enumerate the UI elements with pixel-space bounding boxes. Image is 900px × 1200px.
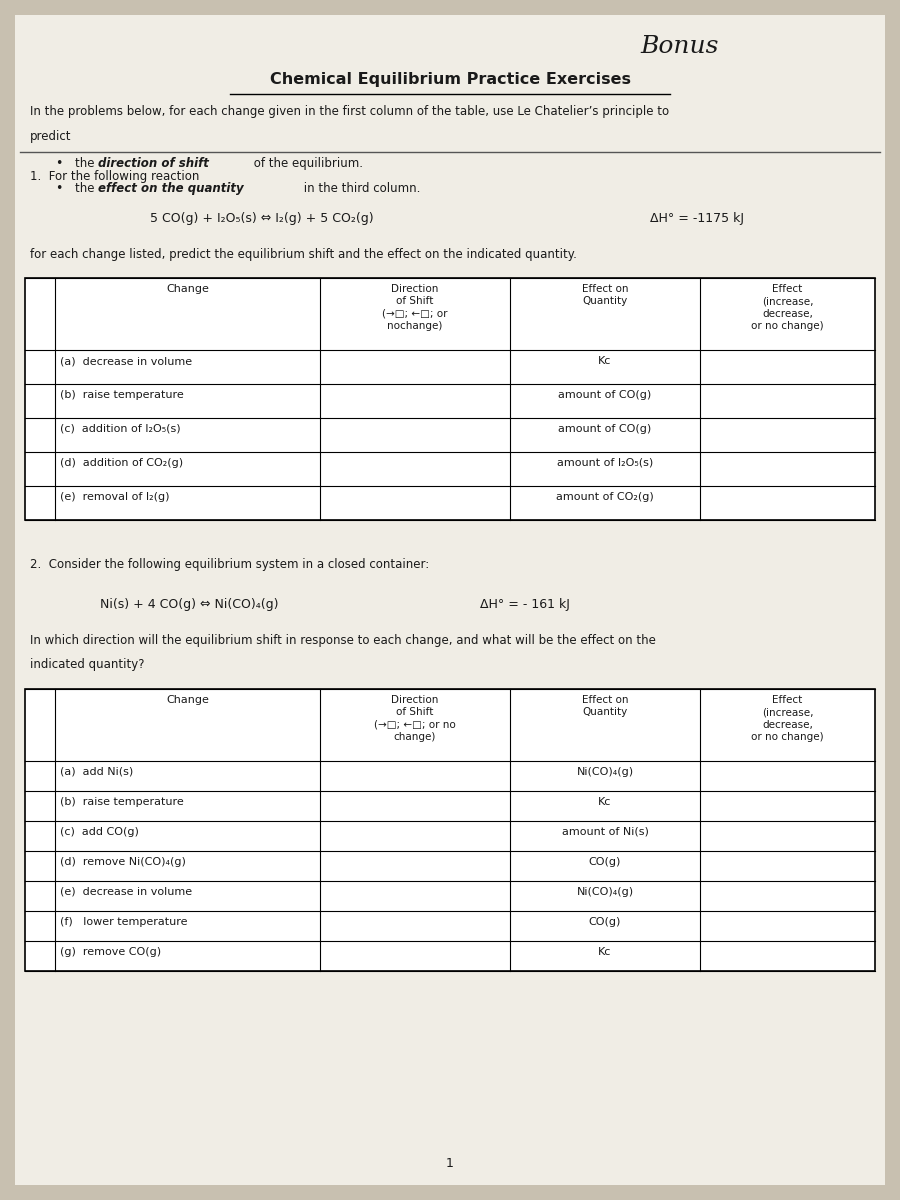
Text: Ni(s) + 4 CO(g) ⇔ Ni(CO)₄(g): Ni(s) + 4 CO(g) ⇔ Ni(CO)₄(g) bbox=[100, 598, 278, 611]
Text: (e)  removal of I₂(g): (e) removal of I₂(g) bbox=[60, 492, 169, 502]
Text: (b)  raise temperature: (b) raise temperature bbox=[60, 390, 184, 400]
Text: •: • bbox=[55, 182, 62, 194]
Text: ΔH° = - 161 kJ: ΔH° = - 161 kJ bbox=[480, 598, 570, 611]
Text: 2.  Consider the following equilibrium system in a closed container:: 2. Consider the following equilibrium sy… bbox=[30, 558, 429, 571]
Text: amount of CO(g): amount of CO(g) bbox=[558, 390, 652, 400]
Text: amount of Ni(s): amount of Ni(s) bbox=[562, 827, 648, 836]
Text: indicated quantity?: indicated quantity? bbox=[30, 658, 145, 671]
Text: the: the bbox=[75, 182, 98, 194]
Text: Ni(CO)₄(g): Ni(CO)₄(g) bbox=[576, 767, 634, 778]
Text: amount of CO₂(g): amount of CO₂(g) bbox=[556, 492, 654, 502]
Text: predict: predict bbox=[30, 130, 71, 143]
Text: 1: 1 bbox=[446, 1157, 454, 1170]
Text: Direction
of Shift
(→□; ←□; or
nochange): Direction of Shift (→□; ←□; or nochange) bbox=[382, 284, 448, 331]
Text: Bonus: Bonus bbox=[641, 35, 719, 58]
Text: the: the bbox=[75, 157, 98, 170]
Text: CO(g): CO(g) bbox=[589, 857, 621, 866]
Text: Change: Change bbox=[166, 284, 209, 294]
Text: CO(g): CO(g) bbox=[589, 917, 621, 926]
Text: effect on the quantity: effect on the quantity bbox=[98, 182, 244, 194]
Text: for each change listed, predict the equilibrium shift and the effect on the indi: for each change listed, predict the equi… bbox=[30, 248, 577, 260]
Text: Direction
of Shift
(→□; ←□; or no
change): Direction of Shift (→□; ←□; or no change… bbox=[374, 695, 456, 742]
Text: amount of CO(g): amount of CO(g) bbox=[558, 424, 652, 434]
Text: of the equilibrium.: of the equilibrium. bbox=[250, 157, 363, 170]
Text: Ni(CO)₄(g): Ni(CO)₄(g) bbox=[576, 887, 634, 896]
Text: amount of I₂O₅(s): amount of I₂O₅(s) bbox=[557, 458, 653, 468]
Text: 1.  For the following reaction: 1. For the following reaction bbox=[30, 170, 200, 182]
Text: Kc: Kc bbox=[598, 947, 612, 956]
Text: 5 CO(g) + I₂O₅(s) ⇔ I₂(g) + 5 CO₂(g): 5 CO(g) + I₂O₅(s) ⇔ I₂(g) + 5 CO₂(g) bbox=[150, 212, 374, 224]
Text: Kc: Kc bbox=[598, 797, 612, 806]
Text: (g)  remove CO(g): (g) remove CO(g) bbox=[60, 947, 161, 956]
Text: (e)  decrease in volume: (e) decrease in volume bbox=[60, 887, 192, 896]
Text: (c)  addition of I₂O₅(s): (c) addition of I₂O₅(s) bbox=[60, 424, 181, 434]
Text: (f)   lower temperature: (f) lower temperature bbox=[60, 917, 187, 926]
Text: (a)  decrease in volume: (a) decrease in volume bbox=[60, 356, 192, 366]
Text: Chemical Equilibrium Practice Exercises: Chemical Equilibrium Practice Exercises bbox=[269, 72, 631, 86]
Text: (d)  remove Ni(CO)₄(g): (d) remove Ni(CO)₄(g) bbox=[60, 857, 186, 866]
Text: •: • bbox=[55, 157, 62, 170]
Text: Effect
(increase,
decrease,
or no change): Effect (increase, decrease, or no change… bbox=[752, 695, 824, 742]
Text: Effect on
Quantity: Effect on Quantity bbox=[581, 695, 628, 718]
Text: Effect
(increase,
decrease,
or no change): Effect (increase, decrease, or no change… bbox=[752, 284, 824, 331]
Text: In which direction will the equilibrium shift in response to each change, and wh: In which direction will the equilibrium … bbox=[30, 634, 656, 647]
Text: direction of shift: direction of shift bbox=[98, 157, 209, 170]
Text: (c)  add CO(g): (c) add CO(g) bbox=[60, 827, 139, 836]
Bar bbox=[25, 689, 875, 971]
Text: in the third column.: in the third column. bbox=[300, 182, 420, 194]
Text: Change: Change bbox=[166, 695, 209, 704]
Text: In the problems below, for each change given in the first column of the table, u: In the problems below, for each change g… bbox=[30, 104, 669, 118]
Text: ΔH° = -1175 kJ: ΔH° = -1175 kJ bbox=[650, 212, 744, 224]
Text: Effect on
Quantity: Effect on Quantity bbox=[581, 284, 628, 306]
Bar bbox=[25, 278, 875, 520]
Text: (b)  raise temperature: (b) raise temperature bbox=[60, 797, 184, 806]
Text: (a)  add Ni(s): (a) add Ni(s) bbox=[60, 767, 133, 778]
Text: Kc: Kc bbox=[598, 356, 612, 366]
Text: (d)  addition of CO₂(g): (d) addition of CO₂(g) bbox=[60, 458, 183, 468]
